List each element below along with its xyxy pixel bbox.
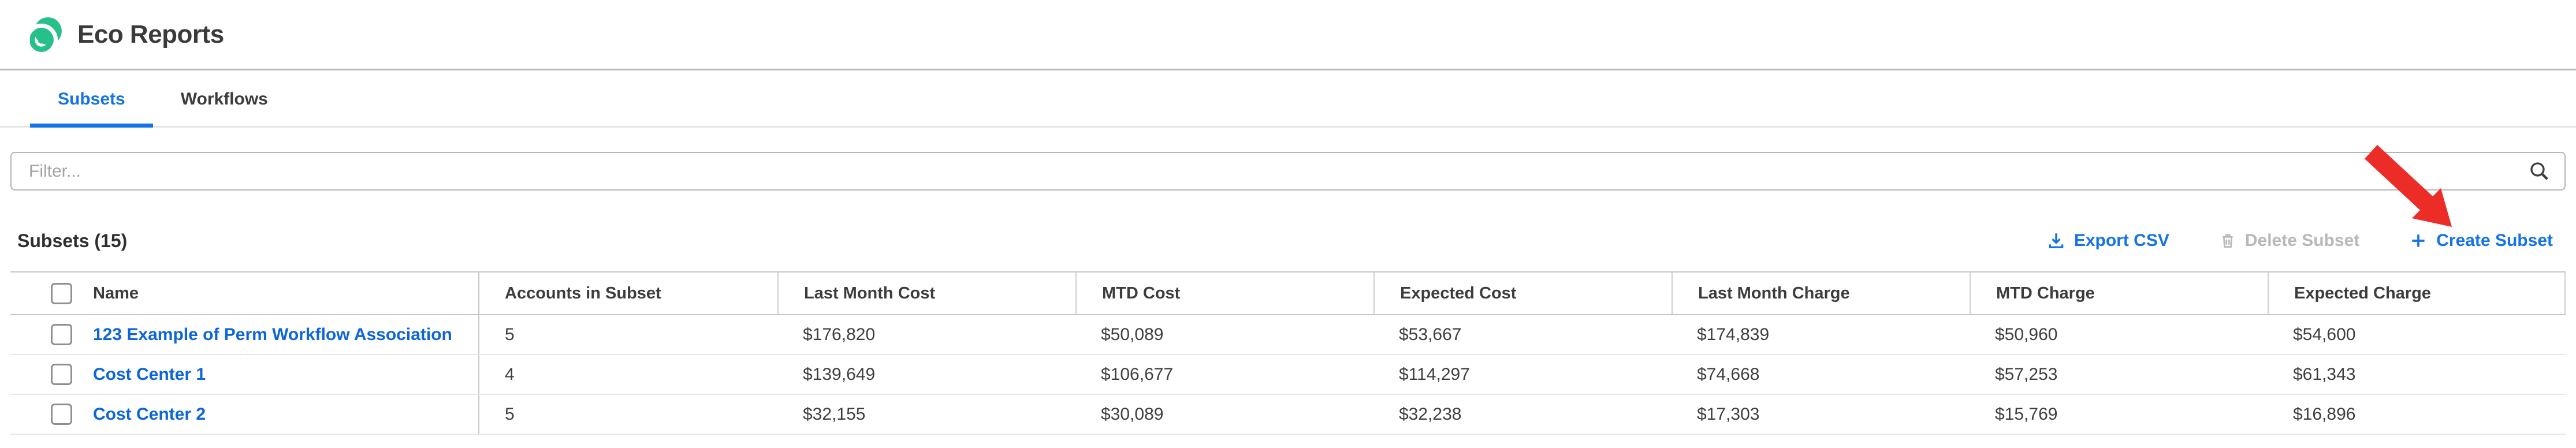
- name-cell: Cost Center 1: [10, 355, 479, 394]
- accounts-cell: 5: [505, 404, 515, 424]
- plus-icon: [2409, 231, 2428, 251]
- search-icon[interactable]: [2527, 159, 2551, 182]
- row-checkbox[interactable]: [51, 404, 72, 425]
- last-month-charge-cell: $17,303: [1697, 404, 1760, 424]
- create-subset-button[interactable]: Create Subset: [2409, 231, 2553, 251]
- tab-workflows[interactable]: Workflows: [180, 89, 268, 109]
- expected-cost-cell: $32,238: [1399, 404, 1462, 424]
- eco-logo-icon: [25, 17, 64, 57]
- mtd-charge-cell: $50,960: [1995, 324, 2058, 344]
- table-row: 123 Example of Perm Workflow Association…: [10, 315, 2566, 355]
- filter-input[interactable]: [10, 152, 2566, 191]
- row-checkbox[interactable]: [51, 364, 72, 385]
- expected-cost-cell: $53,667: [1399, 324, 1462, 344]
- subsets-count-title: Subsets (15): [17, 230, 128, 251]
- col-header-last-month-charge: Last Month Charge: [1672, 272, 1970, 314]
- expected-charge-cell: $54,600: [2293, 324, 2356, 344]
- expected-charge-cell: $16,896: [2293, 404, 2356, 424]
- col-header-accounts-in-subset: Accounts in Subset: [505, 283, 661, 303]
- subsets-table: Name Accounts in Subset Last Month Cost …: [10, 271, 2566, 435]
- last-month-cost-cell: $176,820: [803, 324, 876, 344]
- subset-name-link[interactable]: 123 Example of Perm Workflow Association: [93, 324, 452, 344]
- table-header-row: Name Accounts in Subset Last Month Cost …: [10, 272, 2566, 315]
- col-header-expected-cost: Expected Cost: [1373, 272, 1672, 314]
- col-header-mtd-charge: MTD Charge: [1970, 272, 2268, 314]
- table-row: Cost Center 2 5 $32,155 $30,089 $32,238 …: [10, 395, 2566, 435]
- subset-name-link[interactable]: Cost Center 2: [93, 404, 206, 424]
- row-checkbox[interactable]: [51, 324, 72, 345]
- tab-bar: Subsets Workflows: [0, 72, 2576, 128]
- col-header-name: Name: [10, 272, 479, 314]
- delete-subset-label: Delete Subset: [2244, 231, 2360, 250]
- tab-subsets[interactable]: Subsets: [30, 72, 153, 128]
- col-header-last-month-cost: Last Month Cost: [777, 272, 1075, 314]
- select-all-checkbox[interactable]: [51, 282, 72, 304]
- last-month-cost-cell: $32,155: [803, 404, 866, 424]
- name-cell: Cost Center 2: [10, 395, 479, 434]
- last-month-charge-cell: $74,668: [1697, 364, 1760, 384]
- toolbar-actions: Export CSV Delete Subset Create Subset: [2046, 231, 2553, 251]
- mtd-charge-cell: $57,253: [1995, 364, 2058, 384]
- accounts-cell: 5: [505, 324, 515, 344]
- list-toolbar: Subsets (15) Export CSV Delete Subset: [17, 226, 2553, 255]
- last-month-cost-cell: $139,649: [803, 364, 876, 384]
- filter-bar: [10, 152, 2566, 191]
- table-row: Cost Center 1 4 $139,649 $106,677 $114,2…: [10, 355, 2566, 395]
- name-cell: 123 Example of Perm Workflow Association: [10, 315, 479, 354]
- mtd-cost-cell: $50,089: [1101, 324, 1164, 344]
- export-csv-label: Export CSV: [2074, 231, 2169, 250]
- last-month-charge-cell: $174,839: [1697, 324, 1770, 344]
- col-header-expected-charge: Expected Charge: [2268, 272, 2566, 314]
- mtd-cost-cell: $106,677: [1101, 364, 1174, 384]
- app-header: Eco Reports: [0, 0, 2576, 70]
- expected-cost-cell: $114,297: [1399, 364, 1470, 384]
- expected-charge-cell: $61,343: [2293, 364, 2356, 384]
- col-header-mtd-cost: MTD Cost: [1075, 272, 1373, 314]
- subset-name-link[interactable]: Cost Center 1: [93, 364, 206, 384]
- trash-icon: [2218, 231, 2237, 251]
- delete-subset-button[interactable]: Delete Subset: [2218, 231, 2359, 251]
- create-subset-label: Create Subset: [2436, 231, 2553, 250]
- export-csv-button[interactable]: Export CSV: [2046, 231, 2169, 251]
- accounts-cell: 4: [505, 364, 515, 384]
- download-icon: [2046, 231, 2066, 251]
- mtd-cost-cell: $30,089: [1101, 404, 1164, 424]
- mtd-charge-cell: $15,769: [1995, 404, 2058, 424]
- page-title: Eco Reports: [77, 20, 224, 48]
